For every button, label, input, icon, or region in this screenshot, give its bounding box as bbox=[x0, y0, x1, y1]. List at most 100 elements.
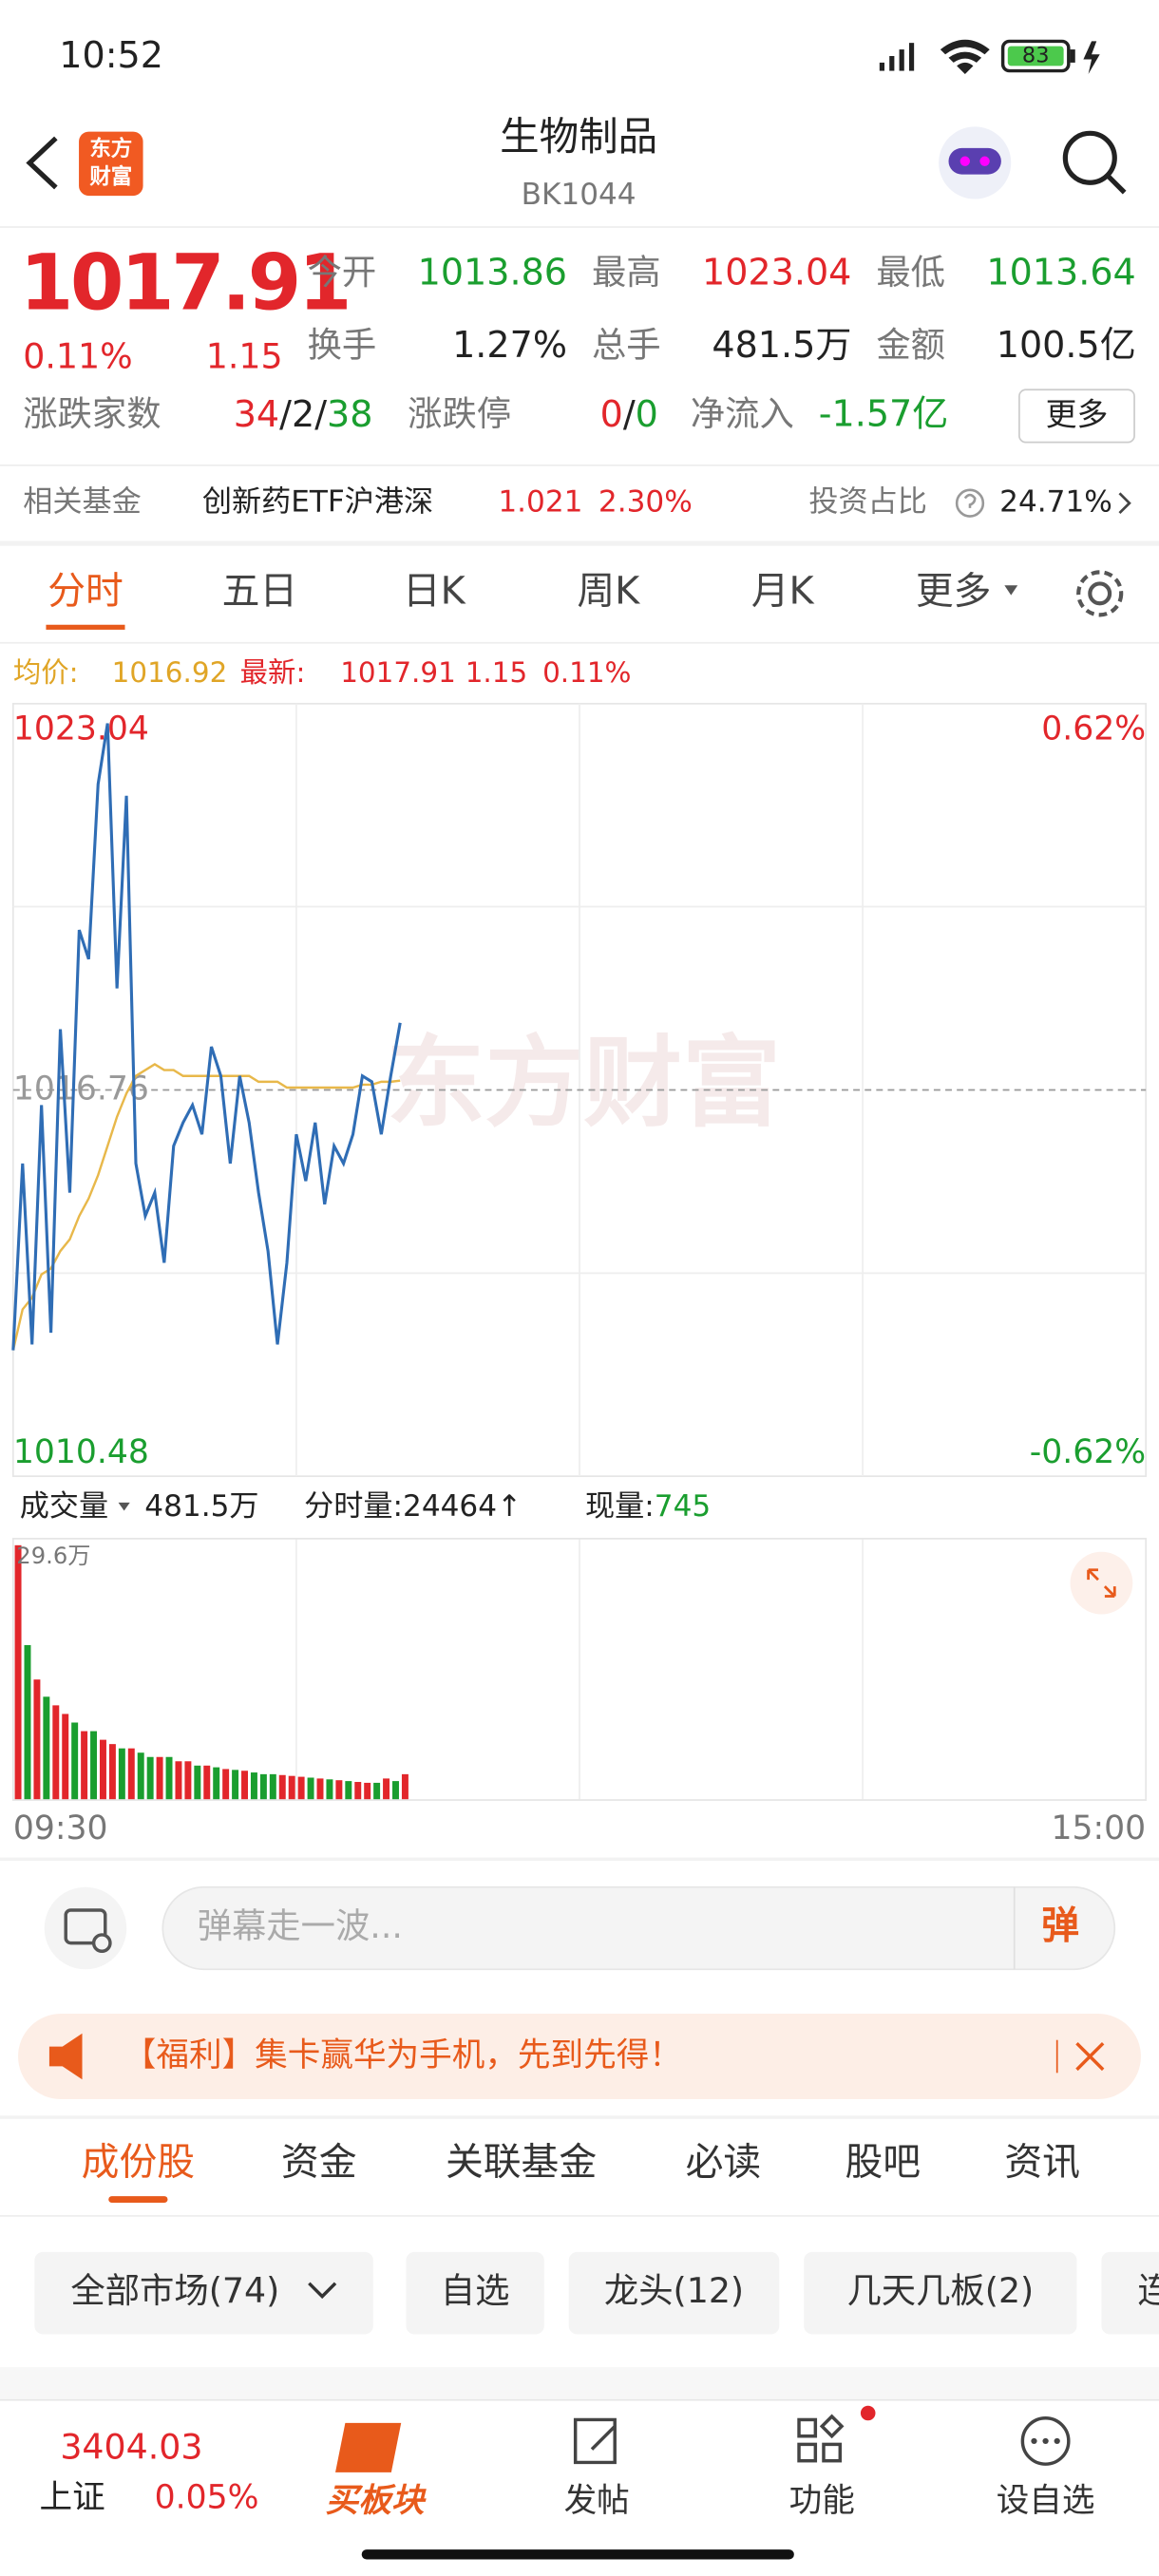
nav-label[interactable]: 买板块 bbox=[326, 2482, 427, 2520]
sector-code: BK1044 bbox=[522, 178, 636, 212]
last-pct: 0.11% bbox=[542, 656, 631, 689]
volume-bar bbox=[354, 1782, 362, 1801]
logo[interactable] bbox=[79, 131, 143, 197]
dropdown-arrow bbox=[1004, 585, 1018, 596]
nav-icon bbox=[335, 2422, 402, 2472]
volume-bar bbox=[175, 1761, 182, 1801]
stat-value: 1013.86 bbox=[418, 252, 567, 294]
volume-bar bbox=[52, 1705, 60, 1801]
x-tick-label: 15:00 bbox=[1051, 1809, 1146, 1847]
ratio-label: 投资占比 bbox=[808, 485, 927, 520]
danmaku-button[interactable]: 弹 bbox=[1041, 1904, 1079, 1948]
back-button[interactable] bbox=[26, 136, 58, 190]
speaker-icon bbox=[48, 2033, 83, 2080]
filter-label: 连 bbox=[1138, 2270, 1159, 2311]
section-tab[interactable]: 股吧 bbox=[845, 2141, 921, 2185]
volume-bar bbox=[278, 1774, 286, 1801]
nav-icon bbox=[797, 2414, 845, 2463]
volume-bar bbox=[108, 1744, 116, 1801]
fund-pct: 2.30% bbox=[598, 485, 693, 520]
assistant-avatar[interactable] bbox=[939, 126, 1012, 199]
status-icons bbox=[879, 39, 1100, 75]
chart-tab[interactable]: 分时 bbox=[48, 569, 124, 613]
chart-tab[interactable]: 五日 bbox=[222, 569, 298, 613]
section-tab[interactable]: 成份股 bbox=[82, 2141, 195, 2185]
volume-bar bbox=[269, 1773, 276, 1801]
index-pct: 0.05% bbox=[155, 2479, 259, 2517]
y-tick-label: 1010.48 bbox=[13, 1433, 149, 1471]
promo-banner[interactable] bbox=[18, 2014, 1141, 2099]
filter-chip[interactable] bbox=[804, 2251, 1077, 2335]
volume-bar bbox=[241, 1771, 248, 1801]
x-tick-label: 09:30 bbox=[13, 1809, 108, 1847]
more-button[interactable] bbox=[1018, 388, 1135, 444]
home-indicator bbox=[361, 2549, 794, 2560]
chart-tab[interactable]: 月K bbox=[751, 569, 815, 613]
nav-label[interactable]: 功能 bbox=[789, 2482, 855, 2520]
fund-label: 相关基金 bbox=[23, 485, 142, 520]
volume-bar bbox=[156, 1756, 163, 1801]
help-icon[interactable] bbox=[955, 488, 985, 518]
dropdown-arrow bbox=[118, 1502, 130, 1511]
nav-label[interactable]: 发帖 bbox=[564, 2482, 630, 2520]
volume-label[interactable]: 成交量 bbox=[20, 1489, 108, 1524]
volume-bar bbox=[364, 1782, 371, 1801]
limit-label: 涨跌停 bbox=[408, 393, 511, 434]
index-value[interactable]: 3404.03 bbox=[60, 2427, 202, 2468]
chart-tab[interactable]: 周K bbox=[577, 569, 640, 613]
stat-value: 1.27% bbox=[452, 324, 567, 366]
search-button[interactable] bbox=[1062, 130, 1127, 195]
bottom-nav bbox=[0, 2399, 1159, 2576]
volume-bar bbox=[127, 1748, 135, 1801]
chevron[interactable] bbox=[1118, 492, 1131, 515]
filter-chip[interactable] bbox=[1101, 2251, 1159, 2335]
section-tab[interactable]: 必读 bbox=[686, 2141, 762, 2185]
breadth-label: 涨跌家数 bbox=[23, 393, 161, 434]
index-name: 上证 bbox=[40, 2479, 105, 2517]
status-time: 10:52 bbox=[59, 34, 163, 76]
fund-name[interactable]: 创新药ETF沪港深 bbox=[202, 485, 433, 520]
filter-chip[interactable] bbox=[34, 2251, 373, 2335]
volume-bar bbox=[146, 1756, 154, 1801]
y2-tick-label: 0.62% bbox=[1041, 710, 1146, 748]
stat-value: 1013.64 bbox=[986, 252, 1135, 294]
watermark: 东方财富 bbox=[387, 1027, 781, 1141]
volume-bar bbox=[373, 1782, 381, 1801]
section-tab[interactable]: 资讯 bbox=[1004, 2141, 1080, 2185]
comment-input[interactable] bbox=[162, 1885, 1116, 1971]
volume-bar bbox=[81, 1731, 88, 1801]
nav-icon bbox=[573, 2417, 617, 2465]
volume-bar bbox=[24, 1644, 31, 1801]
volume-bar bbox=[401, 1773, 408, 1801]
breadth-value: 34/2/38 bbox=[234, 392, 373, 434]
limit-value: 0/0 bbox=[600, 392, 658, 434]
stat-value: 1023.04 bbox=[702, 252, 851, 294]
settings-button[interactable] bbox=[1076, 570, 1124, 617]
page-title: 生物制品 bbox=[500, 113, 657, 160]
chart-tab[interactable]: 更多 bbox=[916, 569, 992, 613]
danmaku-settings[interactable] bbox=[44, 1886, 127, 1970]
filter-chip[interactable] bbox=[406, 2251, 544, 2335]
volume-bar bbox=[165, 1756, 173, 1801]
volume-bar bbox=[345, 1781, 352, 1801]
last-label: 最新: bbox=[240, 656, 306, 689]
last-value: 1017.91 bbox=[340, 656, 456, 689]
filter-label: 龙头(12) bbox=[604, 2270, 744, 2311]
section-tab[interactable]: 资金 bbox=[281, 2141, 357, 2185]
filter-chip[interactable] bbox=[568, 2251, 780, 2335]
volume-bar bbox=[118, 1748, 125, 1801]
filter-label: 自选 bbox=[441, 2270, 510, 2311]
section-tab[interactable]: 关联基金 bbox=[446, 2141, 597, 2185]
volume-bar bbox=[392, 1781, 399, 1801]
y-tick-label: 1016.76 bbox=[13, 1070, 149, 1108]
volume-bar bbox=[203, 1765, 211, 1801]
close-button[interactable] bbox=[1075, 2041, 1105, 2072]
fund-price: 1.021 bbox=[498, 485, 582, 520]
y2-tick-label: -0.62% bbox=[1030, 1433, 1146, 1471]
chart-tab[interactable]: 日K bbox=[403, 569, 466, 613]
ratio-value: 24.71% bbox=[999, 485, 1112, 520]
more-button-label: 更多 bbox=[1046, 395, 1109, 432]
expand-button[interactable] bbox=[1070, 1551, 1133, 1615]
volume-bar bbox=[213, 1767, 220, 1801]
nav-label[interactable]: 设自选 bbox=[997, 2482, 1095, 2520]
